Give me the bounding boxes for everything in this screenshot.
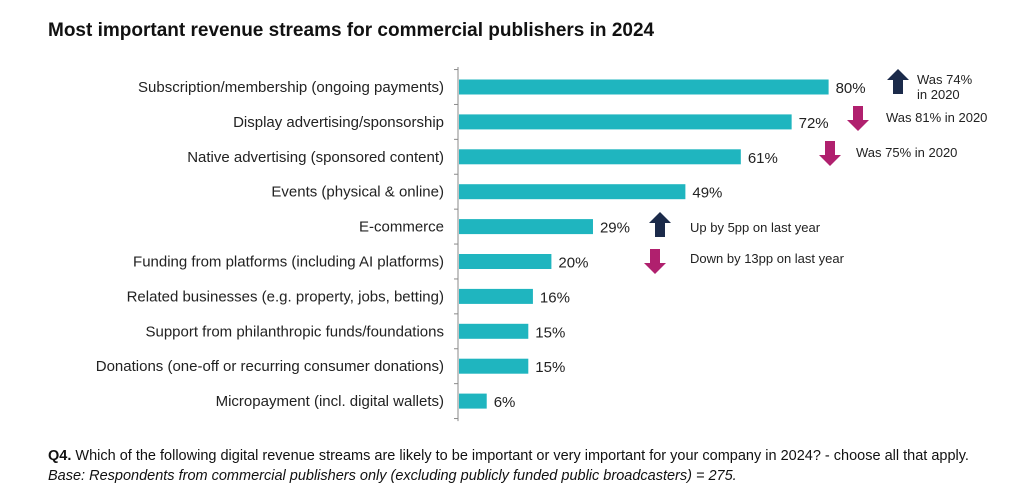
value-label: 29% bbox=[600, 220, 630, 237]
footnote-base: Base: Respondents from commercial publis… bbox=[48, 468, 737, 484]
bar bbox=[459, 184, 686, 200]
bar bbox=[459, 288, 533, 304]
value-label: 49% bbox=[692, 185, 722, 202]
bar-chart: Subscription/membership (ongoing payment… bbox=[96, 67, 987, 422]
category-label: Display advertising/sponsorship bbox=[233, 114, 444, 131]
annotation-text: Was 81% in 2020 bbox=[886, 110, 987, 125]
category-label: Native advertising (sponsored content) bbox=[187, 149, 444, 166]
value-label: 16% bbox=[540, 289, 570, 306]
annotation-text: Was 75% in 2020 bbox=[856, 145, 957, 160]
annotation-text: Down by 13pp on last year bbox=[690, 251, 845, 266]
bar bbox=[459, 358, 529, 374]
down-arrow-icon bbox=[819, 141, 841, 166]
footnote-question-id: Q4. bbox=[48, 448, 72, 464]
value-label: 80% bbox=[836, 80, 866, 97]
value-label: 15% bbox=[535, 359, 565, 376]
category-label: Support from philanthropic funds/foundat… bbox=[145, 323, 444, 340]
category-label: Micropayment (incl. digital wallets) bbox=[216, 393, 444, 410]
bar bbox=[459, 393, 487, 409]
category-label: Donations (one-off or recurring consumer… bbox=[96, 358, 444, 375]
footnote-question: Which of the following digital revenue s… bbox=[71, 448, 969, 464]
bar bbox=[459, 219, 593, 235]
bar bbox=[459, 149, 741, 165]
category-label: Funding from platforms (including AI pla… bbox=[133, 254, 444, 271]
chart-title: Most important revenue streams for comme… bbox=[48, 20, 655, 41]
bar bbox=[459, 323, 529, 339]
value-label: 72% bbox=[799, 115, 829, 132]
annotation-text: in 2020 bbox=[917, 87, 960, 102]
value-label: 6% bbox=[494, 394, 516, 411]
up-arrow-icon bbox=[887, 69, 909, 94]
down-arrow-icon bbox=[847, 106, 869, 131]
category-label: Related businesses (e.g. property, jobs,… bbox=[127, 288, 444, 305]
value-label: 61% bbox=[748, 150, 778, 167]
up-arrow-icon bbox=[649, 212, 671, 237]
value-label: 15% bbox=[535, 324, 565, 341]
bar bbox=[459, 254, 552, 269]
footnote: Q4. Which of the following digital reven… bbox=[48, 446, 998, 486]
bar bbox=[459, 79, 829, 95]
category-label: Events (physical & online) bbox=[271, 184, 444, 201]
bar bbox=[459, 114, 792, 130]
category-label: E-commerce bbox=[359, 219, 444, 236]
annotation-text: Was 74% bbox=[917, 72, 973, 87]
annotation-text: Up by 5pp on last year bbox=[690, 220, 821, 235]
down-arrow-icon bbox=[644, 249, 666, 274]
value-label: 20% bbox=[558, 255, 588, 272]
category-label: Subscription/membership (ongoing payment… bbox=[138, 79, 444, 96]
